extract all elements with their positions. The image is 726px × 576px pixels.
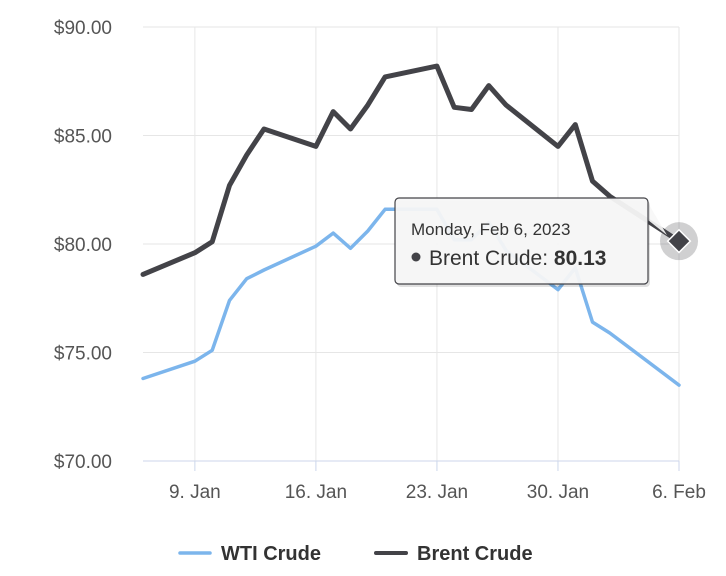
tooltip-series-dot xyxy=(411,252,421,262)
y-tick-label: $75.00 xyxy=(54,344,112,365)
tooltip-series-name: Brent Crude: xyxy=(429,247,554,270)
x-tick-label: 16. Jan xyxy=(285,482,347,503)
legend-item-brent-crude[interactable]: Brent Crude xyxy=(374,543,533,565)
y-tick-label: $80.00 xyxy=(54,235,112,256)
x-tick-label: 30. Jan xyxy=(527,482,589,503)
y-tick-label: $85.00 xyxy=(54,127,112,148)
x-tick-label: 23. Jan xyxy=(406,482,468,503)
y-axis: $90.00 $85.00 $80.00 $75.00 $70.00 xyxy=(54,18,112,473)
x-axis: 9. Jan 16. Jan 23. Jan 30. Jan 6. Feb xyxy=(143,460,706,503)
tooltip: Monday, Feb 6, 2023 Brent Crude: 80.13 xyxy=(394,197,698,287)
legend-label: Brent Crude xyxy=(417,543,533,565)
y-tick-label: $70.00 xyxy=(54,452,112,473)
series-line-brent-crude[interactable] xyxy=(140,63,682,277)
legend-label: WTI Crude xyxy=(221,543,321,565)
x-tick-label: 6. Feb xyxy=(652,482,706,503)
tooltip-box xyxy=(394,197,649,285)
legend-item-wti-crude[interactable]: WTI Crude xyxy=(178,543,321,565)
tooltip-series-line: Brent Crude: 80.13 xyxy=(429,247,606,270)
tooltip-date: Monday, Feb 6, 2023 xyxy=(411,220,570,239)
legend: WTI Crude Brent Crude xyxy=(178,543,533,565)
tooltip-pointer xyxy=(648,203,667,236)
x-tick-label: 9. Jan xyxy=(169,482,221,503)
hover-point-marker[interactable] xyxy=(666,228,692,254)
tooltip-value: 80.13 xyxy=(554,247,607,270)
y-tick-label: $90.00 xyxy=(54,18,112,39)
